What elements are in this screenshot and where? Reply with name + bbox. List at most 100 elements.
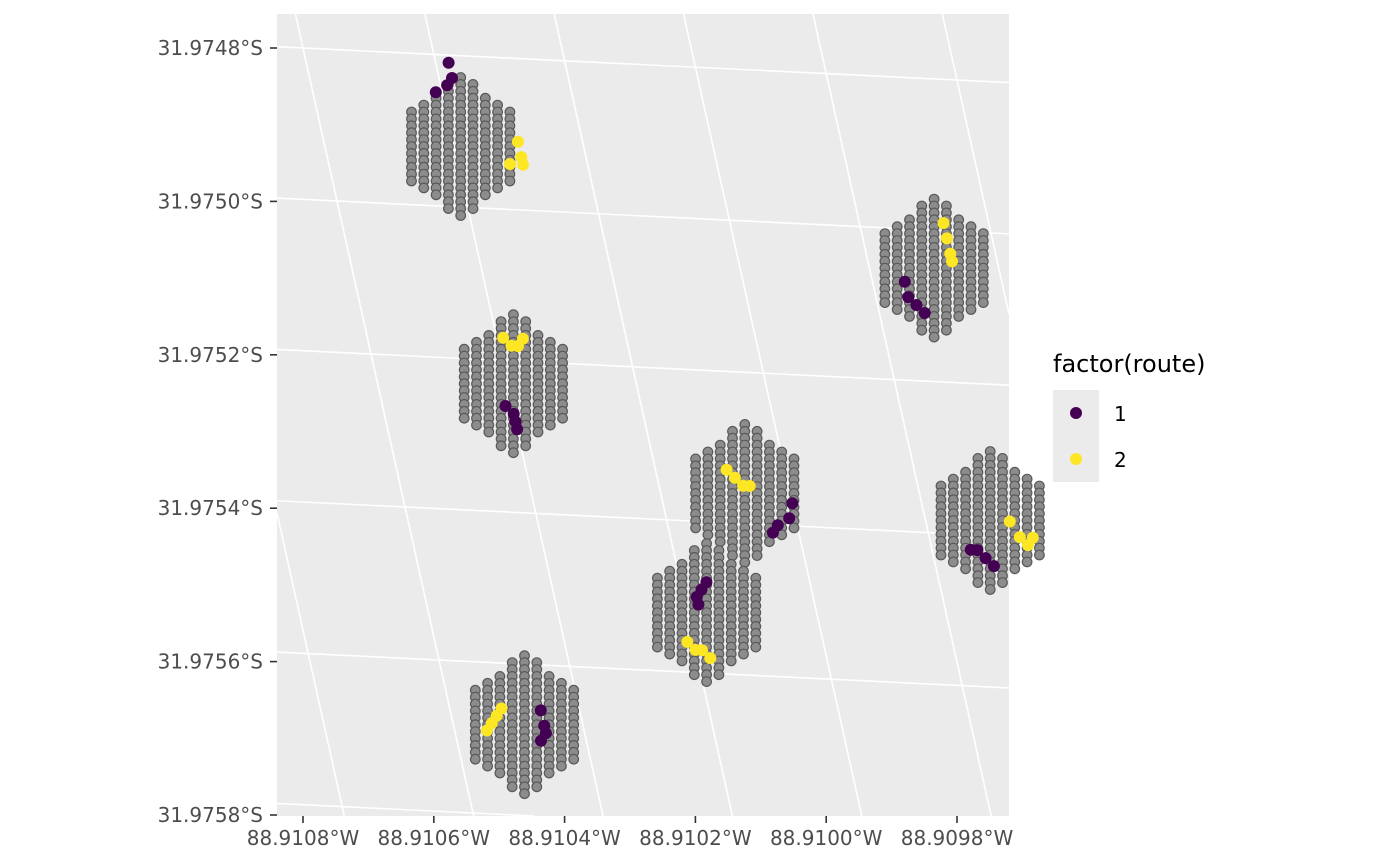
grid-point [544, 419, 556, 431]
grid-point [430, 189, 442, 201]
y-tick-label: 31.9748°S [158, 36, 263, 60]
grid-point [750, 641, 762, 653]
grid-point [531, 781, 543, 793]
y-tick-label: 31.9752°S [158, 343, 263, 367]
grid-point [406, 175, 417, 187]
grid-point [904, 311, 915, 322]
route-1-point [511, 423, 524, 436]
y-tick-label: 31.9758°S [158, 803, 263, 827]
x-tick-label: 88.9102°W [639, 826, 752, 850]
grid-point [947, 556, 959, 568]
grid-point [508, 447, 519, 459]
route-1-point [979, 552, 992, 565]
route-1-point [971, 544, 984, 557]
y-tick-label: 31.9756°S [158, 650, 263, 674]
grid-point [701, 676, 712, 687]
grid-point [483, 426, 495, 438]
grid-point [467, 203, 479, 215]
route-2-point [1026, 531, 1039, 544]
route-2-point [1013, 531, 1026, 544]
route-2-point [940, 232, 953, 245]
grid-point [479, 189, 491, 201]
grid-point [1033, 549, 1045, 561]
grid-point [688, 669, 700, 681]
route-2-point [517, 158, 529, 171]
grid-point [751, 550, 763, 561]
grid-point [495, 440, 507, 452]
grid-point [676, 655, 688, 667]
grid-point [455, 210, 467, 221]
route-1-point [692, 598, 705, 611]
grid-point [916, 324, 928, 336]
meridian-line [682, 13, 863, 817]
meridian-line [294, 13, 475, 817]
grid-point [714, 536, 726, 548]
grid-point [738, 648, 749, 660]
grid-point [997, 577, 1008, 588]
route-2-point [743, 480, 756, 492]
route-1-point [910, 299, 923, 311]
route-2-point [497, 331, 510, 344]
route-2-point [1003, 515, 1016, 528]
grid-point [965, 304, 977, 315]
route-1-point [534, 704, 547, 717]
grid-point [469, 753, 481, 765]
grid-point [520, 440, 532, 452]
grid-point [713, 669, 725, 681]
parallel-line [276, 651, 1010, 689]
grid-point [532, 426, 544, 438]
parallel-line [276, 348, 1010, 387]
grid-point [690, 522, 701, 534]
grid-point [494, 767, 506, 779]
grid-point [1009, 563, 1021, 575]
route-1-point [786, 497, 799, 510]
meridian-line [276, 513, 346, 817]
grid-point [519, 788, 530, 800]
x-tick-label: 88.9104°W [508, 826, 621, 850]
grid-point [972, 577, 984, 588]
route-2-point [704, 652, 717, 665]
route-1-point [429, 86, 442, 99]
grid-point [471, 419, 482, 431]
y-tick-label: 31.9750°S [158, 189, 263, 213]
grid-point [652, 641, 663, 653]
route-points-layer [406, 56, 1045, 800]
route-1-point [499, 400, 512, 412]
grid-point [506, 781, 518, 793]
route-2-point [937, 217, 950, 230]
grid-point [941, 324, 952, 336]
parallel-line [276, 802, 535, 817]
route-2-point [503, 158, 516, 171]
x-tick-label: 88.9106°W [378, 826, 491, 850]
y-tick-label: 31.9754°S [158, 496, 263, 520]
route-1-point [902, 291, 915, 304]
parallel-line [276, 499, 1010, 538]
route-2-point [511, 135, 524, 148]
legend-label-route-1: 1 [1114, 402, 1127, 426]
grid-point [739, 557, 751, 568]
grid-point [788, 522, 800, 534]
route-2-point [720, 463, 733, 476]
parallel-line [276, 45, 1010, 84]
x-tick-label: 88.9108°W [247, 826, 360, 850]
legend-label-route-2: 2 [1114, 448, 1127, 472]
grid-point [556, 760, 567, 772]
grid-point [443, 203, 454, 215]
parallel-line [276, 197, 1010, 235]
grid-point [1021, 556, 1033, 568]
route-2-point [696, 644, 708, 657]
route-2-point [946, 255, 958, 268]
legend-key-route-2 [1070, 453, 1082, 465]
legend-key-route-1 [1070, 407, 1082, 419]
grid-point [458, 412, 470, 424]
grid-point [482, 760, 494, 772]
grid-point [418, 182, 430, 194]
route-1-point [918, 307, 931, 319]
grid-point [543, 767, 555, 779]
x-tick-label: 88.9100°W [770, 826, 883, 850]
route-1-point [783, 512, 796, 525]
grid-point [504, 175, 516, 187]
route-2-point [681, 635, 694, 648]
route-2-point [728, 471, 741, 484]
